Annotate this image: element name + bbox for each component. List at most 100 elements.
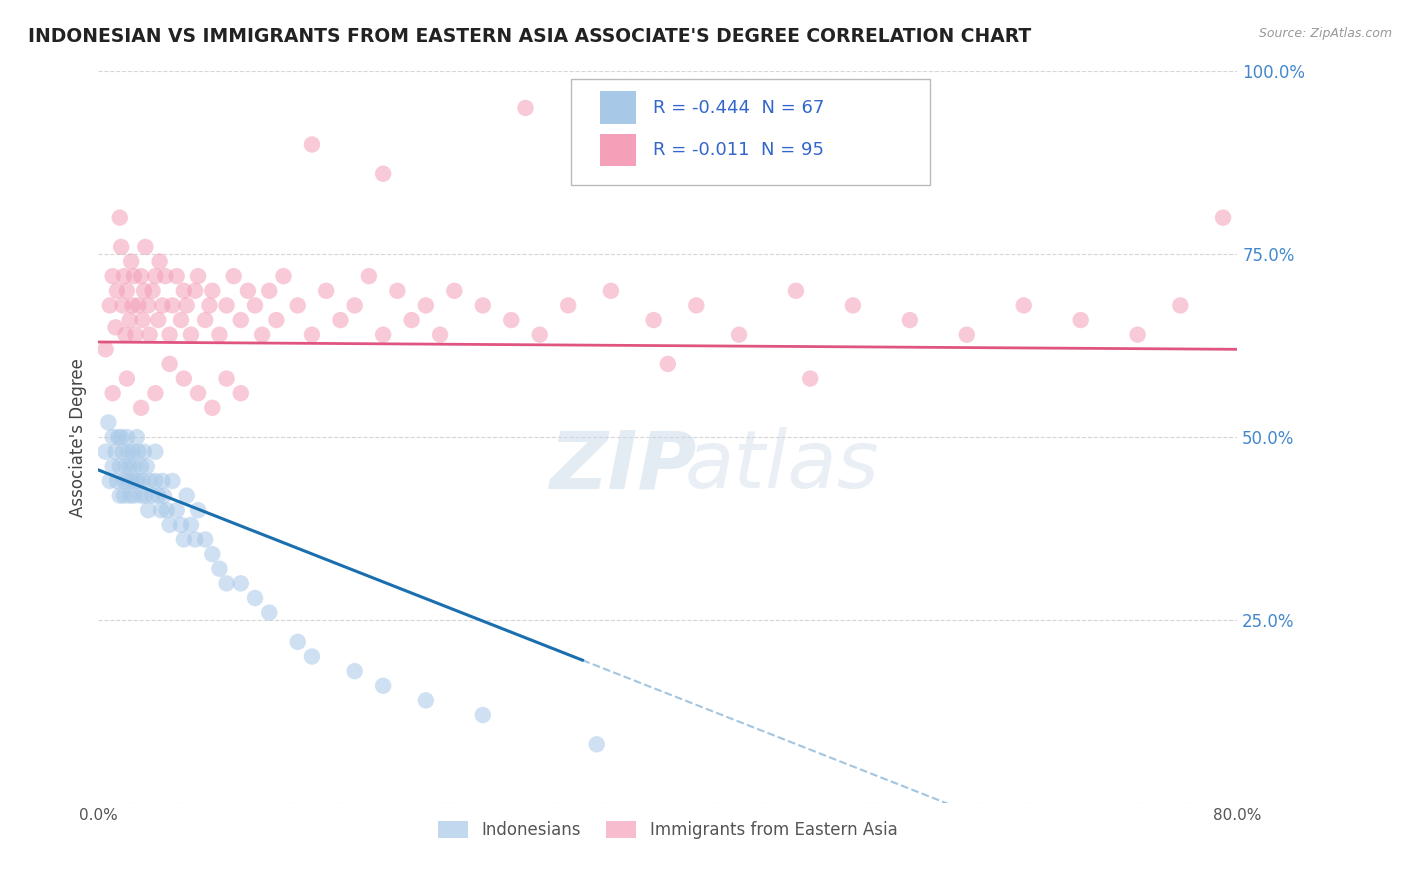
Point xyxy=(134,240,156,254)
Point xyxy=(387,284,409,298)
Point xyxy=(1126,327,1149,342)
Point xyxy=(136,503,159,517)
Point xyxy=(842,298,865,312)
Point xyxy=(127,298,149,312)
Point xyxy=(112,474,135,488)
Point xyxy=(94,444,117,458)
Text: Source: ZipAtlas.com: Source: ZipAtlas.com xyxy=(1258,27,1392,40)
Text: R = -0.011  N = 95: R = -0.011 N = 95 xyxy=(652,141,824,159)
Point xyxy=(180,327,202,342)
Point xyxy=(101,269,124,284)
Point xyxy=(115,371,138,385)
Point xyxy=(785,284,807,298)
Point xyxy=(166,503,188,517)
Point xyxy=(162,474,184,488)
Point xyxy=(373,167,395,181)
Text: R = -0.444  N = 67: R = -0.444 N = 67 xyxy=(652,99,824,117)
Point xyxy=(127,474,149,488)
Point xyxy=(194,313,217,327)
Point xyxy=(685,298,707,312)
FancyBboxPatch shape xyxy=(599,92,636,124)
Point xyxy=(184,284,207,298)
Point xyxy=(118,459,141,474)
Point xyxy=(229,576,252,591)
Point xyxy=(259,284,281,298)
Point xyxy=(529,327,551,342)
Point xyxy=(108,211,131,225)
Point xyxy=(159,517,181,532)
Point xyxy=(1012,298,1035,312)
Point xyxy=(176,298,198,312)
Point xyxy=(104,320,127,334)
Point xyxy=(162,298,184,312)
Point xyxy=(117,444,139,458)
Point xyxy=(329,313,352,327)
FancyBboxPatch shape xyxy=(571,78,929,185)
Point xyxy=(373,327,395,342)
Point xyxy=(132,284,155,298)
Point xyxy=(287,635,309,649)
Point xyxy=(97,416,120,430)
Point xyxy=(105,474,128,488)
Point xyxy=(115,474,138,488)
Point xyxy=(515,101,537,115)
Point xyxy=(187,503,209,517)
Y-axis label: Associate's Degree: Associate's Degree xyxy=(69,358,87,516)
Point xyxy=(121,298,143,312)
Point xyxy=(266,313,288,327)
Point xyxy=(243,591,266,605)
Point xyxy=(108,459,131,474)
Point xyxy=(156,503,179,517)
Point xyxy=(728,327,751,342)
Point xyxy=(127,444,149,458)
Point xyxy=(415,298,437,312)
Point xyxy=(134,489,156,503)
Point xyxy=(287,298,309,312)
Point xyxy=(131,313,153,327)
Point xyxy=(471,708,494,723)
Point xyxy=(229,386,252,401)
Point xyxy=(229,313,252,327)
Point xyxy=(101,459,124,474)
Point xyxy=(124,327,146,342)
Point xyxy=(1070,313,1092,327)
Point xyxy=(215,371,238,385)
Point xyxy=(101,386,124,401)
Point xyxy=(215,298,238,312)
Point xyxy=(108,489,131,503)
Point xyxy=(138,327,160,342)
Point xyxy=(138,474,160,488)
Point xyxy=(118,313,141,327)
Point xyxy=(343,664,366,678)
Point xyxy=(173,371,195,385)
Point xyxy=(173,284,195,298)
Point xyxy=(141,284,163,298)
Point xyxy=(152,474,174,488)
Point xyxy=(111,298,134,312)
Point xyxy=(956,327,979,342)
Point xyxy=(1170,298,1192,312)
Point xyxy=(301,649,323,664)
Point xyxy=(152,298,174,312)
Point xyxy=(155,269,177,284)
Point xyxy=(114,327,136,342)
Point xyxy=(443,284,465,298)
Point xyxy=(150,503,173,517)
Point xyxy=(94,343,117,357)
Text: atlas: atlas xyxy=(685,427,879,506)
Point xyxy=(129,401,152,415)
Point xyxy=(429,327,451,342)
Point xyxy=(180,517,202,532)
Point xyxy=(557,298,579,312)
Point xyxy=(121,444,143,458)
Point xyxy=(176,489,198,503)
Point xyxy=(136,298,159,312)
Point xyxy=(145,444,167,458)
Point xyxy=(124,474,146,488)
Text: ZIP: ZIP xyxy=(548,427,696,506)
Point xyxy=(187,386,209,401)
Point xyxy=(129,459,152,474)
Point xyxy=(132,444,155,458)
Point xyxy=(145,269,167,284)
Point xyxy=(585,737,607,751)
